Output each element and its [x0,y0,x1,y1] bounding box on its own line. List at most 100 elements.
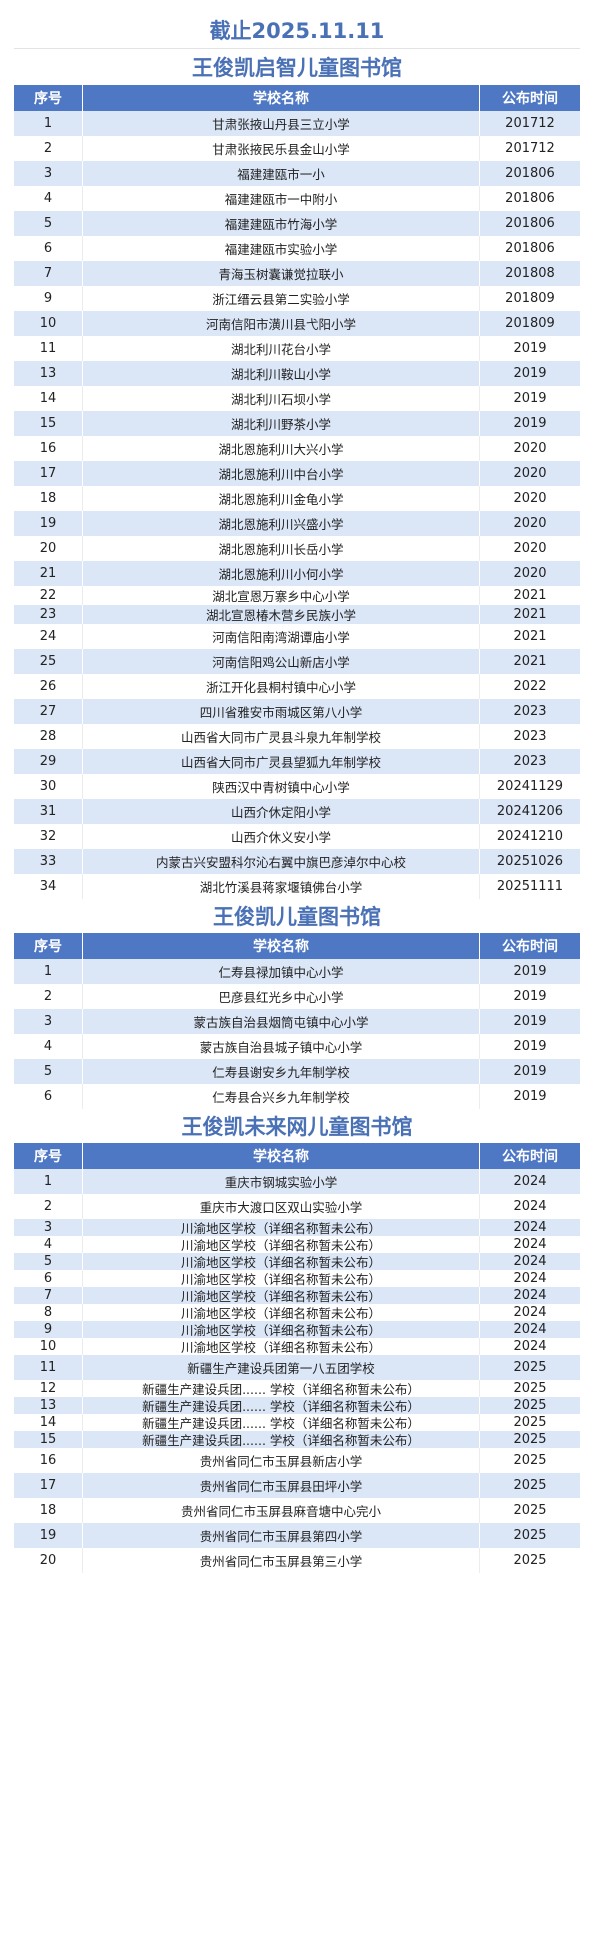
cell-school: 新疆生产建设兵团...... 学校（详细名称暂未公布） [82,1431,480,1448]
cell-school: 福建建瓯市一中附小 [82,186,480,211]
cell-no: 30 [39,779,57,794]
table-row: 5 福建建瓯市竹海小学 201806 [14,211,580,236]
table-row: 11 湖北利川花台小学 2019 [14,336,580,361]
cell-no: 17 [39,1478,57,1493]
table-row: 34 湖北竹溪县蒋家堰镇佛台小学 20251111 [14,874,580,899]
table-row: 27 四川省雅安市雨城区第八小学 2023 [14,699,580,724]
cell-school: 湖北利川花台小学 [82,336,480,361]
cell-no: 9 [43,1322,53,1337]
table-row: 3 福建建瓯市一小 201806 [14,161,580,186]
cell-date: 2024 [513,1339,547,1354]
cell-date: 2020 [513,541,547,556]
cell-date: 2022 [513,679,547,694]
cell-date: 2025 [513,1528,547,1543]
cell-school: 贵州省同仁市玉屏县第三小学 [82,1548,480,1573]
cell-school: 浙江缙云县第二实验小学 [82,286,480,311]
cell-school: 川渝地区学校（详细名称暂未公布） [82,1287,480,1304]
cell-date: 2021 [513,588,547,603]
cell-school: 贵州省同仁市玉屏县第四小学 [82,1523,480,1548]
cell-date: 20241129 [496,779,564,794]
cell-no: 3 [43,1014,53,1029]
cell-date: 2024 [513,1199,547,1214]
cell-school: 川渝地区学校（详细名称暂未公布） [82,1304,480,1321]
cell-date: 2020 [513,516,547,531]
header-school: 学校名称 [82,85,480,111]
cell-no: 5 [43,1254,53,1269]
cell-date: 201806 [505,166,555,181]
cell-no: 4 [43,191,53,206]
table-row: 20 湖北恩施利川长岳小学 2020 [14,536,580,561]
cell-no: 21 [39,566,57,581]
table-row: 15 新疆生产建设兵团...... 学校（详细名称暂未公布） 2025 [14,1431,580,1448]
cell-date: 2021 [513,607,547,622]
cell-date: 201806 [505,191,555,206]
cell-no: 9 [43,291,53,306]
cell-date: 2025 [513,1503,547,1518]
cell-school: 山西省大同市广灵县斗泉九年制学校 [82,724,480,749]
cell-school: 川渝地区学校（详细名称暂未公布） [82,1338,480,1355]
cell-date: 2019 [513,1089,547,1104]
header-no: 序号 [34,939,62,955]
table-row: 30 陕西汉中青树镇中心小学 20241129 [14,774,580,799]
header-school: 学校名称 [82,933,480,959]
cell-no: 7 [43,266,53,281]
table-row: 23 湖北宣恩椿木营乡民族小学 2021 [14,605,580,624]
cell-no: 4 [43,1039,53,1054]
header-no: 序号 [34,91,62,107]
cell-school: 重庆市大渡口区双山实验小学 [82,1194,480,1219]
header-no: 序号 [34,1149,62,1165]
cell-no: 13 [39,366,57,381]
cell-date: 2023 [513,704,547,719]
table-row: 28 山西省大同市广灵县斗泉九年制学校 2023 [14,724,580,749]
cell-school: 湖北宣恩椿木营乡民族小学 [82,605,480,624]
cell-no: 34 [39,879,57,894]
cell-no: 2 [43,141,53,156]
cell-no: 4 [43,1237,53,1252]
cell-school: 贵州省同仁市玉屏县田坪小学 [82,1473,480,1498]
cell-date: 2024 [513,1288,547,1303]
table-row: 17 湖北恩施利川中台小学 2020 [14,461,580,486]
cell-no: 14 [39,1415,57,1430]
cell-school: 蒙古族自治县城子镇中心小学 [82,1034,480,1059]
cell-date: 2019 [513,989,547,1004]
table-row: 6 川渝地区学校（详细名称暂未公布） 2024 [14,1270,580,1287]
table-row: 15 湖北利川野茶小学 2019 [14,411,580,436]
cell-school: 浙江开化县桐村镇中心小学 [82,674,480,699]
date-heading: 截止2025.11.11 [14,12,580,49]
cell-school: 湖北恩施利川长岳小学 [82,536,480,561]
cell-date: 2025 [513,1432,547,1447]
cell-school: 福建建瓯市实验小学 [82,236,480,261]
table-row: 11 新疆生产建设兵团第一八五团学校 2025 [14,1355,580,1380]
table-row: 24 河南信阳南湾湖谭庙小学 2021 [14,624,580,649]
cell-school: 内蒙古兴安盟科尔沁右翼中旗巴彦淖尔中心校 [82,849,480,874]
cell-date: 2023 [513,754,547,769]
table-row: 19 湖北恩施利川兴盛小学 2020 [14,511,580,536]
cell-school: 贵州省同仁市玉屏县麻音塘中心完小 [82,1498,480,1523]
cell-school: 仁寿县谢安乡九年制学校 [82,1059,480,1084]
cell-date: 2025 [513,1553,547,1568]
table-row: 5 仁寿县谢安乡九年制学校 2019 [14,1059,580,1084]
table-row: 6 福建建瓯市实验小学 201806 [14,236,580,261]
cell-date: 2025 [513,1478,547,1493]
cell-school: 山西省大同市广灵县望狐九年制学校 [82,749,480,774]
table-row: 2 甘肃张掖民乐县金山小学 201712 [14,136,580,161]
cell-no: 16 [39,1453,57,1468]
table-row: 5 川渝地区学校（详细名称暂未公布） 2024 [14,1253,580,1270]
cell-no: 5 [43,216,53,231]
cell-school: 青海玉树囊谦觉拉联小 [82,261,480,286]
cell-no: 18 [39,491,57,506]
cell-no: 12 [39,1381,57,1396]
table-row: 22 湖北宣恩万寨乡中心小学 2021 [14,586,580,605]
table-row: 10 川渝地区学校（详细名称暂未公布） 2024 [14,1338,580,1355]
cell-school: 湖北恩施利川兴盛小学 [82,511,480,536]
cell-school: 湖北利川鞍山小学 [82,361,480,386]
cell-no: 23 [39,607,57,622]
cell-no: 28 [39,729,57,744]
cell-no: 27 [39,704,57,719]
table-row: 20 贵州省同仁市玉屏县第三小学 2025 [14,1548,580,1573]
cell-no: 16 [39,441,57,456]
cell-no: 29 [39,754,57,769]
cell-school: 山西介休定阳小学 [82,799,480,824]
cell-school: 重庆市钢城实验小学 [82,1169,480,1194]
cell-no: 1 [43,116,53,131]
